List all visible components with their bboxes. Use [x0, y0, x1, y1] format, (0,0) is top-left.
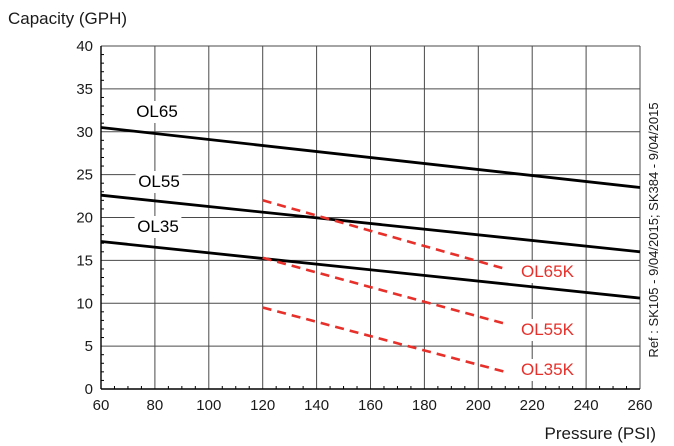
x-axis-title: Pressure (PSI) [545, 424, 656, 443]
y-tick-label: 25 [76, 167, 93, 184]
x-tick-label: 200 [466, 397, 491, 414]
x-tick-label: 160 [358, 397, 383, 414]
axes [100, 46, 640, 390]
series-line-ol65 [100, 126, 641, 189]
x-tick-label: 140 [304, 397, 329, 414]
x-tick-label: 260 [627, 397, 652, 414]
series-labels: OL65 OL55 OL35 OL65K OL55K OL35K [133, 101, 575, 381]
series-line-ol35k [262, 306, 506, 374]
y-tick-label: 35 [76, 81, 93, 98]
series-label-background [134, 216, 182, 238]
x-tick-label: 100 [196, 397, 221, 414]
x-tick-label: 60 [93, 397, 110, 414]
series-label-ol65: OL65 [136, 102, 178, 121]
series-line-ol55 [100, 193, 641, 254]
series-line-ol65k [262, 199, 506, 271]
series-label-background [518, 319, 575, 341]
series-line-ol55k [262, 256, 506, 326]
y-tick-label: 15 [76, 252, 93, 269]
series-label-background [518, 359, 575, 381]
series-label-ol55: OL55 [138, 172, 180, 191]
series-label-background [518, 261, 575, 283]
tick-labels: 60 80 100 120 140 160 180 200 220 240 260 0 5 10 15 20 2… [76, 38, 652, 414]
x-tick-label: 220 [520, 397, 545, 414]
y-tick-label: 5 [85, 338, 93, 355]
grid [101, 45, 641, 389]
y-axis-title: Capacity (GPH) [8, 9, 127, 28]
y-tick-label: 40 [76, 38, 93, 55]
x-tick-label: 120 [250, 397, 275, 414]
y-tick-label: 10 [76, 295, 93, 312]
series-label-ol35: OL35 [137, 217, 179, 236]
x-tick-label: 240 [574, 397, 599, 414]
series-label-background [135, 171, 183, 193]
series-line-ol35 [100, 240, 641, 300]
reference-note: Ref : SK105 - 9/04/2015; SK384 - 9/04/20… [646, 102, 661, 357]
x-tick-label: 180 [412, 397, 437, 414]
series-label-ol65k: OL65K [521, 262, 575, 281]
series-label-background [133, 101, 181, 123]
y-tick-label: 20 [76, 210, 93, 227]
series-label-ol55k: OL55K [521, 320, 575, 339]
series-lines [100, 126, 641, 374]
y-tick-label: 0 [85, 381, 93, 398]
x-tick-label: 80 [147, 397, 164, 414]
y-tick-label: 30 [76, 124, 93, 141]
series-label-ol35k: OL35K [521, 360, 575, 379]
